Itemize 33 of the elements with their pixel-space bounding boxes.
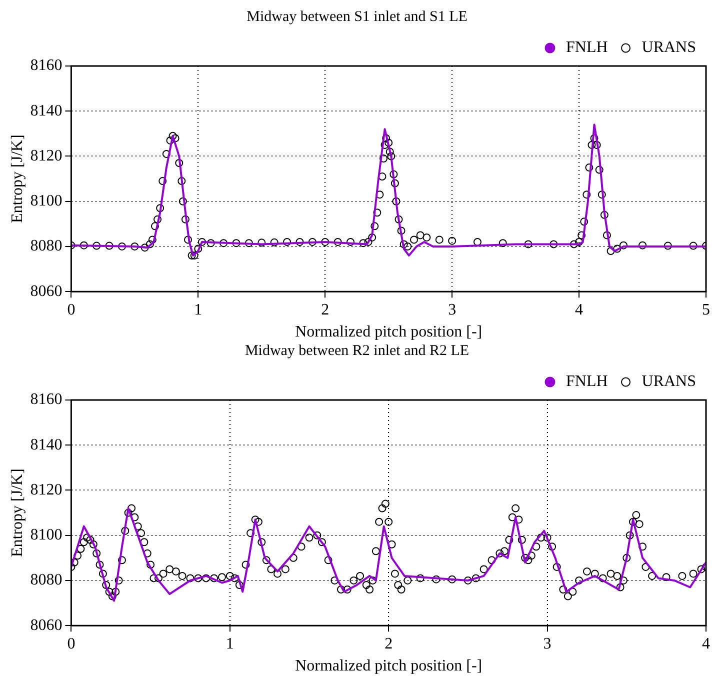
legend-label: FNLH (566, 39, 608, 56)
y-tick-label: 8100 (30, 192, 62, 210)
y-tick-label: 8120 (30, 147, 62, 164)
legend-label: URANS (642, 39, 696, 56)
y-tick-label: 8140 (30, 436, 62, 454)
x-axis-title: Normalized pitch position [-] (295, 324, 482, 341)
x-tick-label: 1 (194, 301, 202, 318)
chart-title: Midway between S1 inlet and S1 LE (246, 8, 468, 25)
x-tick-label: 2 (321, 301, 330, 318)
x-tick-label: 0 (67, 635, 76, 652)
x-tick-label: 3 (448, 301, 456, 318)
y-tick-label: 8160 (30, 57, 62, 74)
legend-label: FNLH (566, 373, 608, 390)
y-tick-label: 8100 (30, 526, 62, 544)
x-tick-label: 0 (67, 301, 76, 318)
x-tick-label: 4 (702, 635, 710, 652)
y-tick-label: 8060 (30, 282, 62, 300)
y-axis-title: Entropy [J/K] (8, 468, 26, 558)
y-axis-title: Entropy [J/K] (8, 134, 26, 224)
x-tick-label: 4 (575, 301, 584, 318)
chart-title: Midway between R2 inlet and R2 LE (244, 342, 470, 359)
x-tick-label: 2 (384, 635, 393, 652)
y-tick-label: 8080 (30, 572, 62, 589)
x-axis-title: Normalized pitch position [-] (295, 658, 482, 675)
x-tick-label: 3 (543, 635, 552, 652)
x-tick-label: 1 (226, 635, 234, 652)
legend-label: URANS (642, 373, 696, 390)
y-tick-label: 8120 (30, 481, 62, 498)
y-tick-label: 8060 (30, 616, 62, 634)
x-tick-label: 5 (702, 301, 710, 318)
y-tick-label: 8140 (30, 102, 62, 120)
y-tick-label: 8080 (30, 238, 62, 255)
y-tick-label: 8160 (30, 391, 62, 408)
